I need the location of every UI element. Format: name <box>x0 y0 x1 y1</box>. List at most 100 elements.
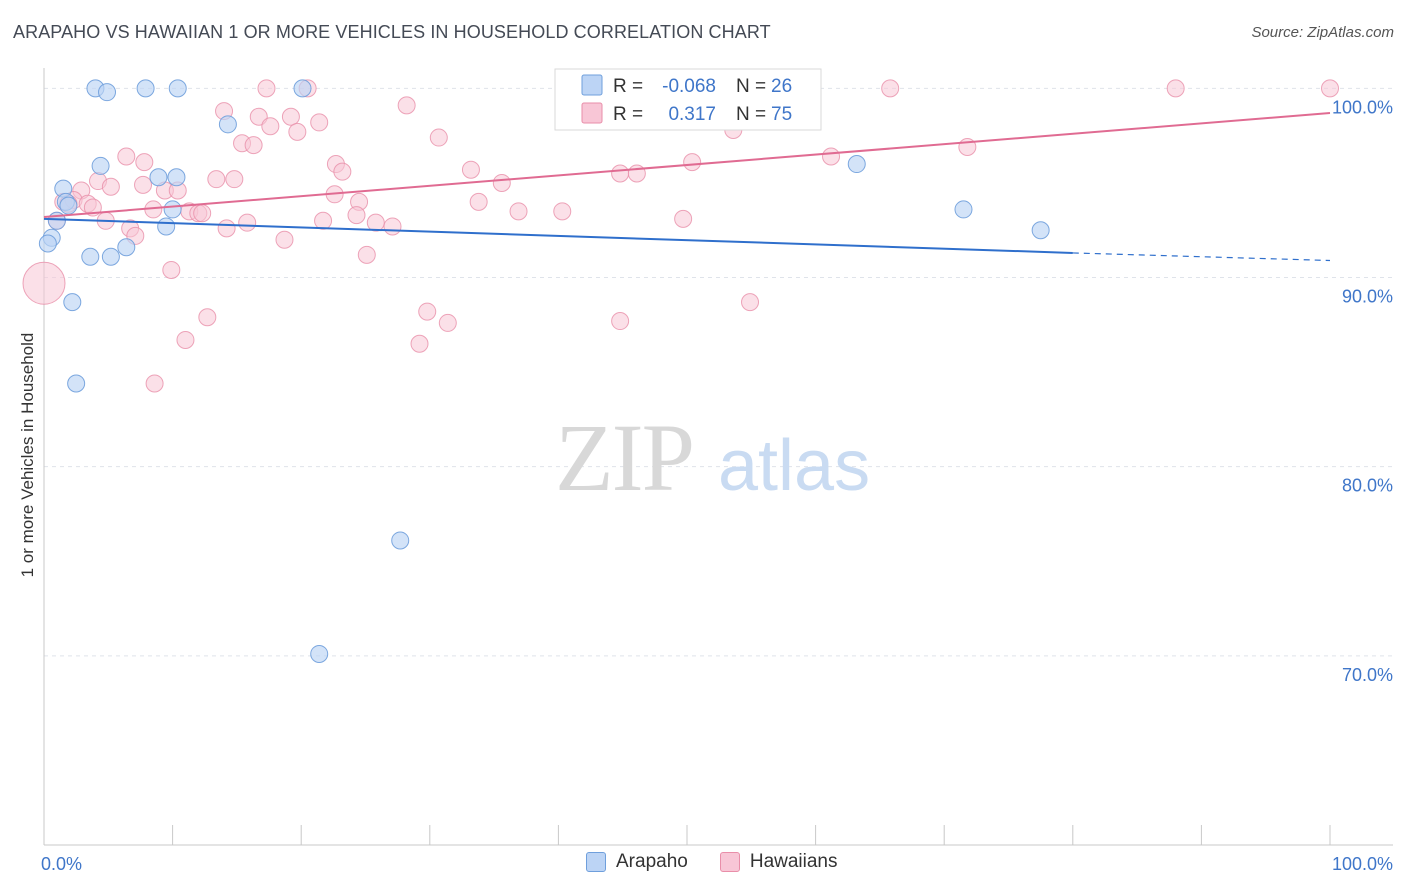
bottom-legend-hawaiians: Hawaiians <box>719 851 838 873</box>
hawaiians-point <box>135 153 154 172</box>
hawaiians-point <box>410 334 429 353</box>
bottom-legend-label-arapaho: Arapaho <box>616 851 688 872</box>
y-tick-label: 90.0% <box>1342 287 1393 307</box>
hawaiians-point <box>281 107 300 126</box>
arapaho-point <box>168 79 187 98</box>
hawaiians-point <box>357 245 376 264</box>
hawaiians-point <box>1166 79 1185 98</box>
watermark-zip: ZIP <box>555 404 693 511</box>
hawaiians-point <box>822 147 841 166</box>
hawaiians-point <box>438 313 457 332</box>
arapaho-point <box>310 644 329 663</box>
hawaiians-point <box>429 128 448 147</box>
arapaho-point <box>63 293 82 312</box>
legend-r-label-hawaiians: R = <box>613 104 643 125</box>
bottom-legend-arapaho: Arapaho <box>586 851 688 873</box>
legend-swatch-hawaiians <box>581 102 603 124</box>
bottom-legend-swatch-arapaho <box>586 852 606 872</box>
arapaho-point <box>954 200 973 219</box>
arapaho-point <box>91 156 110 175</box>
hawaiians-point <box>261 117 280 136</box>
hawaiians-point <box>741 293 760 312</box>
hawaiians-point <box>1321 79 1339 98</box>
legend-r-value-arapaho: -0.068 <box>662 76 716 97</box>
hawaiians-point <box>217 219 236 238</box>
legend-n-label-arapaho: N = <box>736 76 766 97</box>
hawaiians-point <box>461 160 480 179</box>
hawaiians-point <box>627 164 646 183</box>
arapaho-point <box>81 247 100 266</box>
hawaiians-point <box>310 113 329 132</box>
arapaho-point <box>67 374 86 393</box>
chart-source: Source: ZipAtlas.com <box>1251 24 1394 41</box>
chart-title: ARAPAHO VS HAWAIIAN 1 OR MORE VEHICLES I… <box>13 22 771 42</box>
arapaho-trend-extension <box>1072 252 1331 262</box>
hawaiians-point <box>881 79 900 98</box>
hawaiians-point <box>225 170 244 189</box>
legend-n-value-arapaho: 26 <box>771 76 792 97</box>
arapaho-point <box>59 196 78 215</box>
x-tick-label: 0.0% <box>41 854 82 874</box>
arapaho-point <box>98 83 117 102</box>
legend-r-label-arapaho: R = <box>613 76 643 97</box>
hawaiians-point <box>509 202 528 221</box>
arapaho-point <box>391 531 410 550</box>
trend-lines <box>43 111 1331 262</box>
hawaiians-point <box>117 147 136 166</box>
hawaiians-point <box>611 312 630 331</box>
arapaho-point <box>218 115 237 134</box>
hawaiians-point <box>366 213 385 232</box>
arapaho-points <box>38 79 1050 663</box>
hawaiians-point <box>288 122 307 141</box>
arapaho-point <box>38 234 57 253</box>
bottom-legend-label-hawaiians: Hawaiians <box>749 851 838 872</box>
hawaiians-point <box>193 204 212 223</box>
arapaho-point <box>157 217 176 236</box>
hawaiians-point <box>257 79 276 98</box>
watermark-atlas: atlas <box>718 426 870 506</box>
hawaiians-point <box>176 330 195 349</box>
hawaiians-point <box>134 175 153 194</box>
grid-layer <box>44 87 1395 657</box>
bottom-legend-swatch-hawaiians <box>719 852 740 872</box>
arapaho-point <box>167 168 186 187</box>
hawaiians-point <box>674 209 693 228</box>
tick-labels: 100.0% 90.0% 80.0% 70.0% 0.0% 100.0% <box>41 97 1393 874</box>
hawaiians-point <box>244 136 263 155</box>
x-tick-label: 100.0% <box>1332 854 1393 874</box>
axis-layer <box>43 68 1393 846</box>
arapaho-point <box>101 247 120 266</box>
legend-box: R = -0.068 N = 26 R = 0.317 N = 75 <box>554 68 822 131</box>
hawaiians-point <box>333 162 352 181</box>
bottom-legend: Arapaho Hawaiians <box>586 851 870 873</box>
arapaho-point <box>136 79 155 98</box>
hawaiians-point <box>198 308 217 327</box>
hawaiians-point <box>611 164 630 183</box>
y-tick-label: 80.0% <box>1342 476 1393 496</box>
arapaho-trend-line <box>43 217 1073 254</box>
arapaho-point <box>1031 221 1050 240</box>
y-tick-label: 70.0% <box>1342 665 1393 685</box>
hawaiians-point <box>383 217 402 236</box>
hawaiians-point <box>314 211 333 230</box>
hawaiians-point <box>683 153 702 172</box>
hawaiians-point <box>553 202 572 221</box>
hawaiians-point <box>275 230 294 249</box>
hawaiians-point <box>492 173 511 192</box>
hawaiians-point <box>418 302 437 321</box>
hawaiians-point <box>397 96 416 115</box>
arapaho-point <box>149 168 168 187</box>
arapaho-point <box>293 79 312 98</box>
hawaiians-point <box>162 260 181 279</box>
hawaiians-point <box>145 374 164 393</box>
legend-r-value-hawaiians: 0.317 <box>668 104 716 125</box>
legend-n-label-hawaiians: N = <box>736 104 766 125</box>
hawaiians-point <box>347 206 366 225</box>
legend-swatch-arapaho <box>581 74 603 96</box>
hawaiians-point <box>238 213 257 232</box>
arapaho-point <box>847 155 866 174</box>
hawaiians-point <box>22 261 66 305</box>
watermark: ZIP atlas <box>555 404 870 511</box>
y-tick-label: 100.0% <box>1332 97 1393 117</box>
